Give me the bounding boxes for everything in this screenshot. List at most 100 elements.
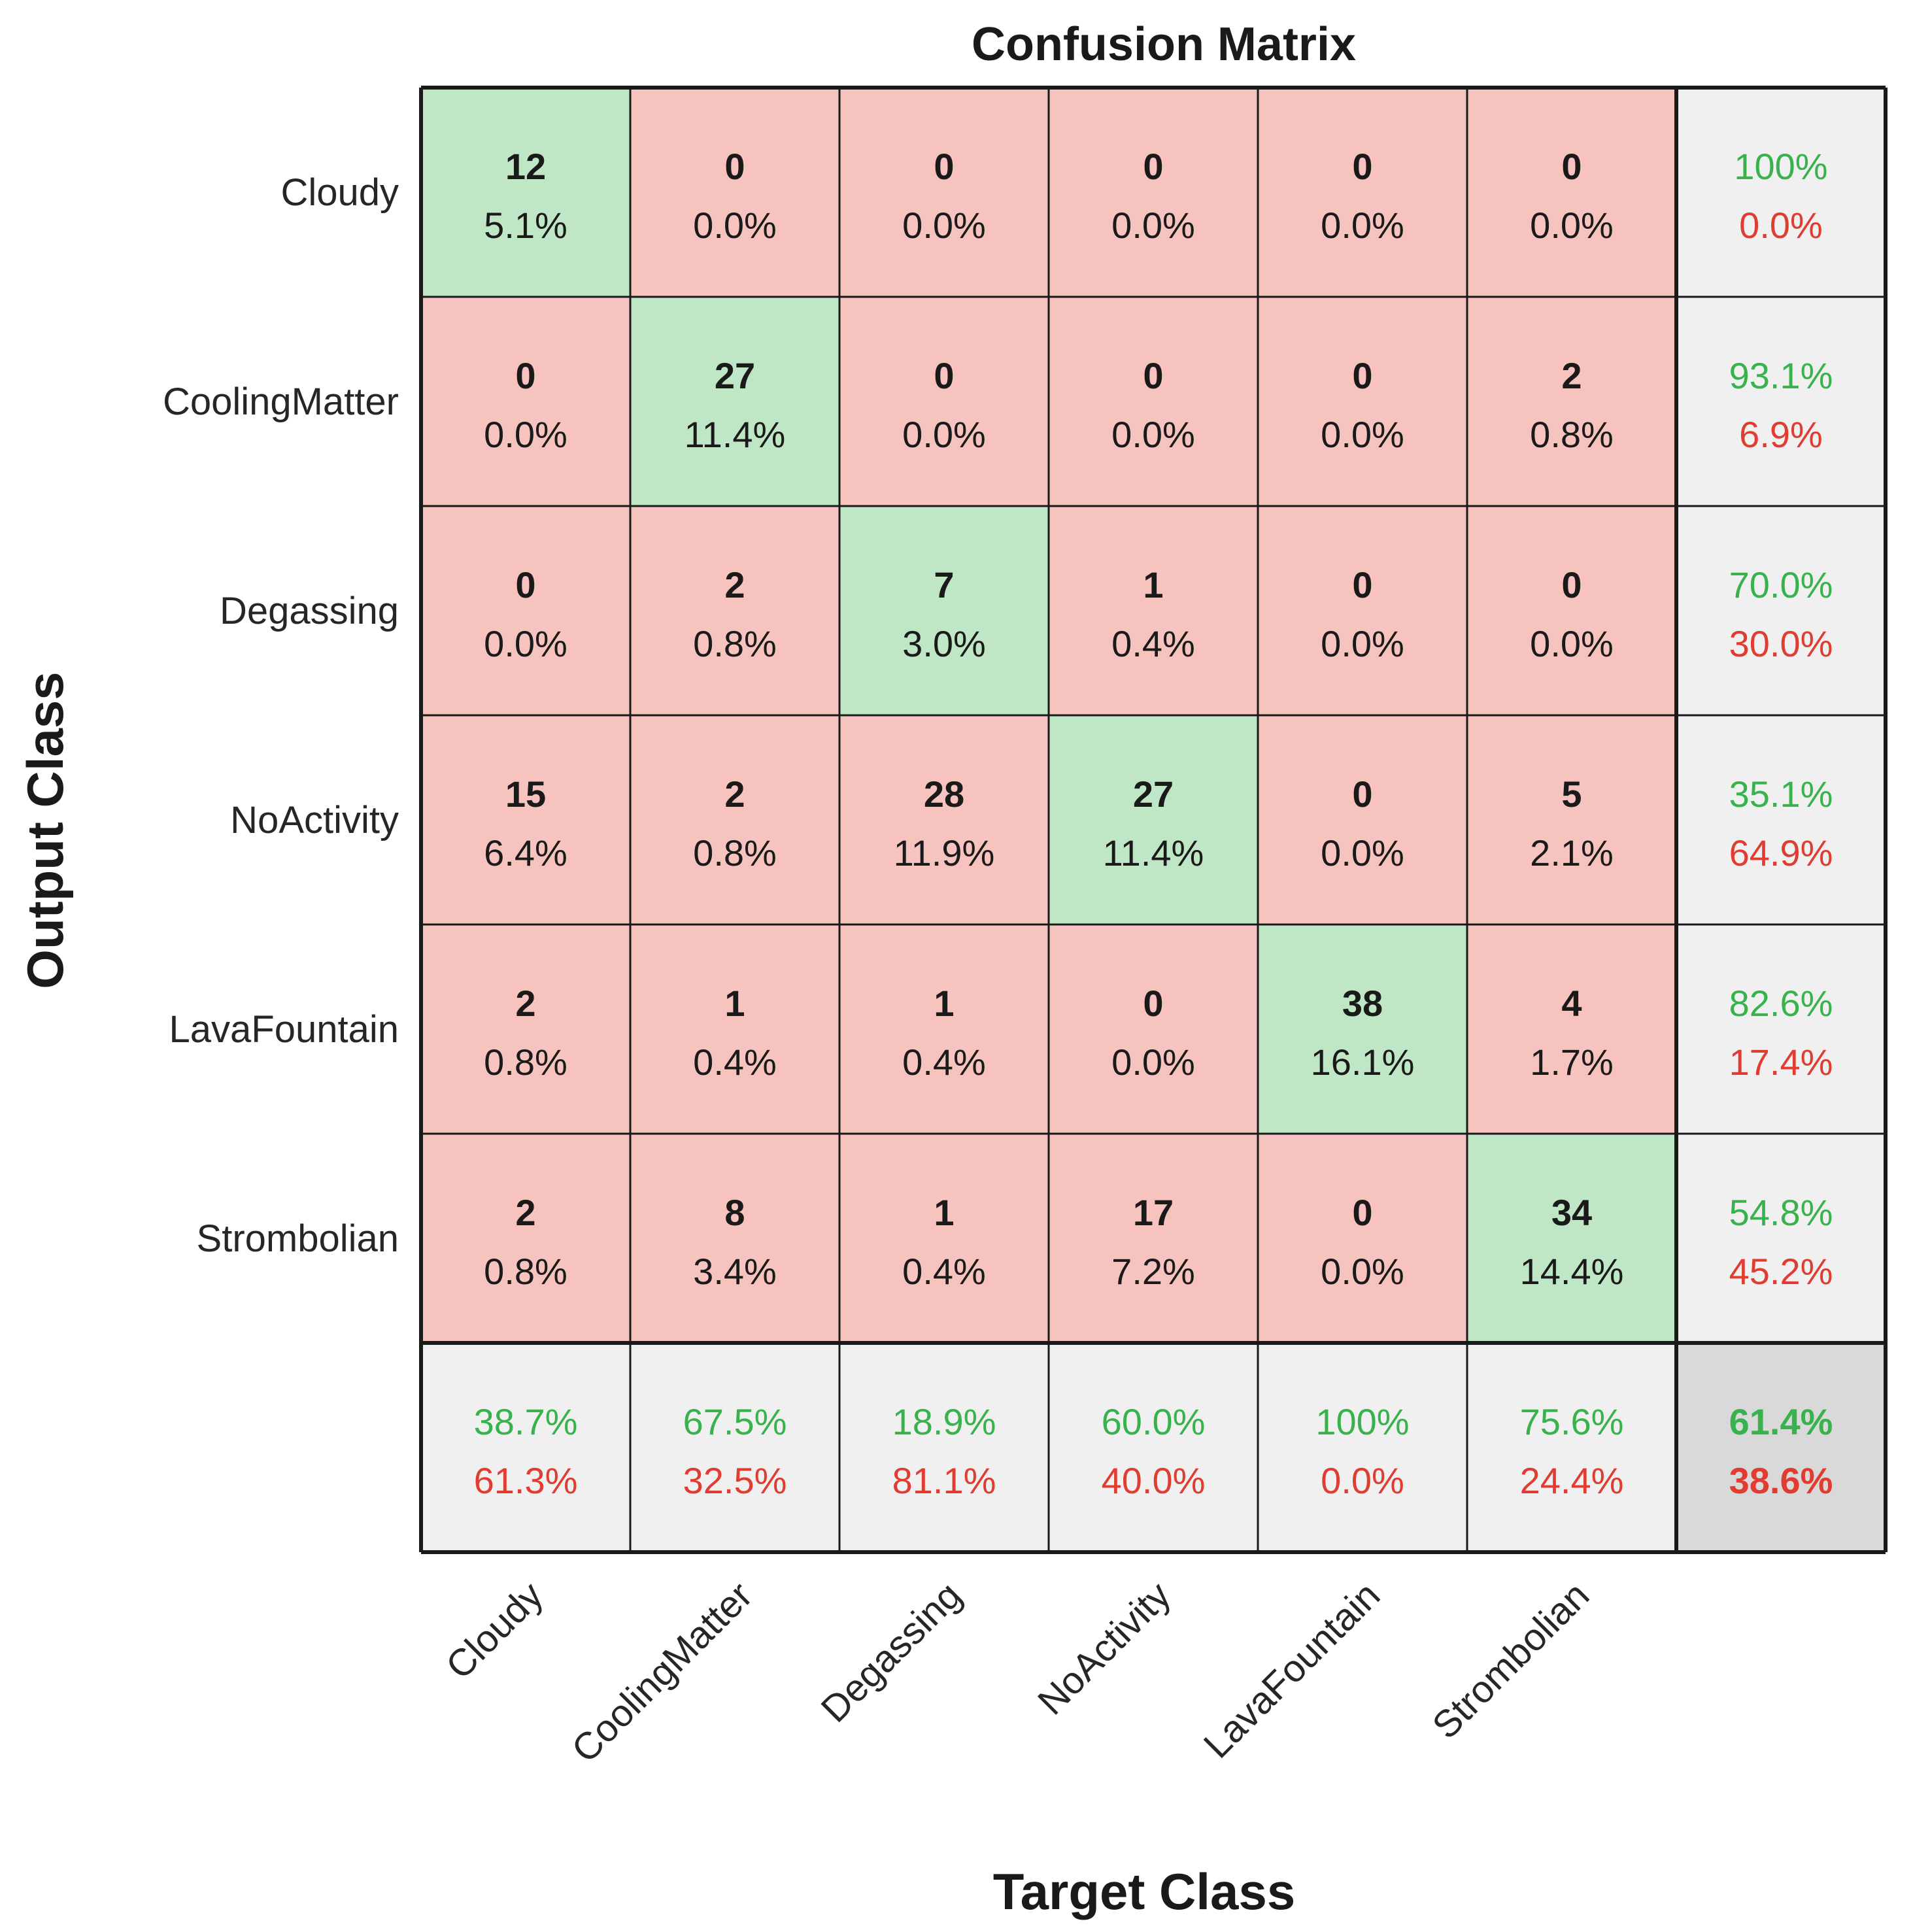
row-summary-incorrect-5: 45.2% [1729,1251,1833,1292]
cell-count-0-5: 0 [1561,146,1582,187]
cell-percent-1-3: 0.0% [1111,414,1195,455]
cell-1-3 [1049,297,1258,506]
cell-percent-2-5: 0.0% [1530,623,1614,664]
cell-0-5 [1467,88,1676,297]
y-tick-label-2: Degassing [220,590,399,632]
cell-4-0 [421,924,630,1134]
cell-1-5 [1467,297,1676,506]
col-summary-incorrect-0: 61.3% [474,1460,578,1501]
cell-count-2-1: 2 [724,564,745,605]
row-summary-cell-5 [1676,1134,1886,1343]
overall-cell [1676,1343,1886,1552]
cell-0-2 [839,88,1049,297]
cell-4-4 [1258,924,1467,1134]
cell-count-4-4: 38 [1342,983,1383,1024]
cell-percent-2-0: 0.0% [484,623,567,664]
cell-percent-1-2: 0.0% [902,414,986,455]
cell-count-5-0: 2 [515,1192,535,1233]
cell-percent-4-2: 0.4% [902,1042,986,1083]
matrix-cells: 125.1%00.0%00.0%00.0%00.0%00.0%00.0%2711… [421,88,1886,1552]
cell-count-5-2: 1 [934,1192,954,1233]
cell-1-1 [630,297,839,506]
col-summary-cell-0 [421,1343,630,1552]
col-summary-cell-4 [1258,1343,1467,1552]
cell-percent-2-3: 0.4% [1111,623,1195,664]
cell-count-2-2: 7 [934,564,954,605]
x-tick-label-1: CoolingMatter [564,1574,760,1771]
cell-count-3-4: 0 [1352,773,1372,815]
cell-percent-1-5: 0.8% [1530,414,1614,455]
col-summary-cell-3 [1049,1343,1258,1552]
cell-percent-3-5: 2.1% [1530,832,1614,873]
cell-percent-4-4: 16.1% [1311,1042,1415,1083]
cell-count-3-2: 28 [924,773,964,815]
cell-3-4 [1258,715,1467,924]
cell-1-4 [1258,297,1467,506]
cell-count-1-3: 0 [1143,355,1163,396]
cell-2-5 [1467,506,1676,715]
cell-percent-0-4: 0.0% [1321,205,1404,246]
y-tick-label-1: CoolingMatter [163,381,399,423]
cell-percent-5-4: 0.0% [1321,1251,1404,1292]
cell-percent-2-2: 3.0% [902,623,986,664]
row-summary-correct-3: 35.1% [1729,773,1833,815]
col-summary-cell-2 [839,1343,1049,1552]
col-summary-cell-5 [1467,1343,1676,1552]
row-summary-incorrect-3: 64.9% [1729,832,1833,873]
cell-percent-0-0: 5.1% [484,205,567,246]
cell-2-0 [421,506,630,715]
cell-count-2-4: 0 [1352,564,1372,605]
row-summary-cell-3 [1676,715,1886,924]
col-summary-correct-4: 100% [1315,1401,1409,1442]
col-summary-cell-1 [630,1343,839,1552]
cell-count-4-1: 1 [724,983,745,1024]
cell-percent-3-2: 11.9% [894,832,995,873]
cell-count-2-5: 0 [1561,564,1582,605]
cell-5-0 [421,1134,630,1343]
x-tick-label-2: Degassing [813,1574,970,1731]
cell-5-5 [1467,1134,1676,1343]
x-tick-label-4: LavaFountain [1196,1574,1388,1766]
cell-percent-5-0: 0.8% [484,1251,567,1292]
cell-count-5-4: 0 [1352,1192,1372,1233]
cell-3-2 [839,715,1049,924]
row-summary-correct-4: 82.6% [1729,983,1833,1024]
cell-count-1-4: 0 [1352,355,1372,396]
row-summary-cell-0 [1676,88,1886,297]
row-summary-correct-0: 100% [1734,146,1827,187]
cell-4-2 [839,924,1049,1134]
cell-count-3-5: 5 [1561,773,1582,815]
cell-4-1 [630,924,839,1134]
cell-percent-3-4: 0.0% [1321,832,1404,873]
cell-percent-1-4: 0.0% [1321,414,1404,455]
cell-count-5-3: 17 [1133,1192,1174,1233]
cell-percent-4-1: 0.4% [693,1042,777,1083]
row-summary-incorrect-2: 30.0% [1729,623,1833,664]
cell-percent-0-2: 0.0% [902,205,986,246]
col-summary-correct-2: 18.9% [892,1401,996,1442]
y-tick-label-0: Cloudy [280,171,399,214]
cell-5-2 [839,1134,1049,1343]
row-summary-cell-1 [1676,297,1886,506]
cell-percent-4-0: 0.8% [484,1042,567,1083]
cell-percent-4-5: 1.7% [1530,1042,1614,1083]
overall-correct: 61.4% [1729,1401,1833,1442]
cell-percent-5-2: 0.4% [902,1251,986,1292]
y-tick-labels: Cloudy CoolingMatter Degassing NoActivity La… [163,171,399,1260]
x-axis-label: Target Class [993,1863,1295,1920]
cell-2-3 [1049,506,1258,715]
cell-count-1-0: 0 [515,355,535,396]
cell-3-1 [630,715,839,924]
cell-count-0-2: 0 [934,146,954,187]
cell-percent-2-4: 0.0% [1321,623,1404,664]
overall-incorrect: 38.6% [1729,1460,1833,1501]
cell-count-0-3: 0 [1143,146,1163,187]
cell-5-4 [1258,1134,1467,1343]
cell-count-3-0: 15 [505,773,546,815]
cell-percent-0-1: 0.0% [693,205,777,246]
y-tick-label-4: LavaFountain [169,1008,399,1051]
x-tick-label-3: NoActivity [1030,1574,1179,1723]
cell-count-0-4: 0 [1352,146,1372,187]
cell-percent-5-5: 14.4% [1520,1251,1624,1292]
